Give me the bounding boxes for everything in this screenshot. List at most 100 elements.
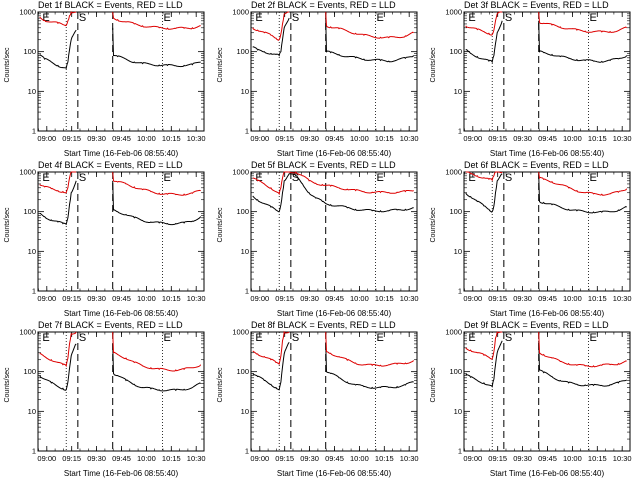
event-marker-label: E: [42, 332, 49, 344]
chart-svg: 1 10 100 1000 09:00 09:15 09:30 09:45 10:00 10:15…: [445, 8, 631, 144]
panel-title: Det 1f BLACK = Events, RED = LLD: [38, 0, 183, 10]
y-tick-label: 10: [454, 407, 462, 416]
event-marker-label: E: [255, 12, 262, 24]
x-tick-label: 09:15: [488, 454, 507, 463]
x-tick-label: 09:00: [463, 454, 482, 463]
y-tick-label: 10: [28, 247, 36, 256]
x-axis-label: Start Time (16-Feb-06 08:55:40): [276, 149, 392, 158]
panel-title: Det 6f BLACK = Events, RED = LLD: [464, 160, 609, 170]
x-tick-label: 09:45: [538, 454, 557, 463]
panel-title: Det 2f BLACK = Events, RED = LLD: [251, 0, 396, 10]
y-tick-label: 1000: [19, 328, 36, 337]
event-marker-label: S: [505, 172, 512, 184]
event-marker-label: S: [505, 12, 512, 24]
chart-svg: 1 10 100 1000 09:00 09:15 09:30 09:45 10:00 10:15…: [19, 8, 206, 144]
x-tick-label: 10:15: [588, 454, 607, 463]
x-tick-label: 09:30: [513, 134, 532, 143]
event-marker-label: E: [164, 12, 171, 24]
y-tick-label: 1: [32, 447, 36, 456]
panel-title: Det 9f BLACK = Events, RED = LLD: [464, 320, 609, 330]
y-tick-label: 1000: [445, 168, 462, 177]
y-tick-label: 1: [458, 287, 462, 296]
x-tick-label: 10:15: [162, 454, 181, 463]
y-tick-label: 10: [241, 407, 249, 416]
plot-frame: [250, 171, 418, 292]
x-tick-label: 10:00: [137, 294, 156, 303]
panel-title: Det 7f BLACK = Events, RED = LLD: [38, 320, 183, 330]
y-tick-label: 10: [241, 247, 249, 256]
events-series-line: [252, 342, 414, 391]
x-tick-label: 10:15: [588, 134, 607, 143]
plot-frame: [37, 331, 205, 452]
x-tick-label: 09:45: [112, 454, 131, 463]
x-tick-label: 09:00: [37, 294, 56, 303]
x-tick-label: 10:15: [375, 294, 394, 303]
y-tick-label: 1000: [232, 328, 249, 337]
plot-frame: [463, 11, 631, 132]
y-tick-label: 10: [454, 87, 462, 96]
x-tick-label: 09:15: [62, 294, 81, 303]
x-tick-label: 09:15: [62, 134, 81, 143]
event-marker-label: E: [468, 12, 475, 24]
y-tick-label: 1000: [445, 8, 462, 17]
chart-svg: 1 10 100 1000 09:00 09:15 09:30 09:45 10:00 10:15…: [445, 168, 631, 304]
event-marker-label: E: [42, 12, 49, 24]
x-axis-label: Start Time (16-Feb-06 08:55:40): [63, 149, 179, 158]
y-tick-label: 100: [23, 207, 36, 216]
event-marker-label: E: [377, 12, 384, 24]
x-tick-label: 10:15: [588, 294, 607, 303]
events-series-line: [252, 173, 414, 213]
plot-frame: [463, 331, 631, 452]
x-tick-label: 10:00: [350, 134, 369, 143]
y-tick-label: 1000: [19, 8, 36, 17]
event-marker-label: E: [377, 172, 384, 184]
y-tick-label: 1000: [19, 168, 36, 177]
x-tick-label: 09:15: [488, 134, 507, 143]
event-marker-label: E: [164, 172, 171, 184]
x-tick-label: 09:00: [37, 454, 56, 463]
x-tick-label: 10:30: [400, 294, 419, 303]
y-tick-label: 1: [32, 127, 36, 136]
lld-series-line: [252, 330, 414, 367]
x-axis-label: Start Time (16-Feb-06 08:55:40): [276, 309, 392, 318]
x-axis-label: Start Time (16-Feb-06 08:55:40): [489, 469, 605, 478]
lld-series-line: [252, 171, 414, 196]
y-tick-label: 10: [28, 87, 36, 96]
lld-series-line: [465, 11, 628, 36]
panel-title: Det 3f BLACK = Events, RED = LLD: [464, 0, 609, 10]
y-tick-label: 100: [23, 367, 36, 376]
x-tick-label: 10:30: [187, 134, 206, 143]
event-marker-label: E: [377, 332, 384, 344]
chart-svg: 1 10 100 1000 09:00 09:15 09:30 09:45 10:00 10:15…: [232, 328, 419, 464]
x-tick-label: 09:45: [112, 294, 131, 303]
event-marker-label: S: [292, 172, 299, 184]
x-tick-label: 10:00: [137, 134, 156, 143]
chart-svg: 1 10 100 1000 09:00 09:15 09:30 09:45 10:00 10:15…: [19, 168, 206, 304]
y-tick-label: 100: [449, 367, 462, 376]
lld-series-line: [465, 331, 627, 368]
y-tick-label: 100: [449, 207, 462, 216]
plot-frame: [250, 331, 418, 452]
detector-panel-5: Det 5f BLACK = Events, RED = LLD Counts/s…: [213, 160, 426, 320]
x-tick-label: 10:30: [187, 294, 206, 303]
event-marker-label: S: [79, 332, 86, 344]
y-tick-label: 1: [245, 287, 249, 296]
detector-panel-1: Det 1f BLACK = Events, RED = LLD Counts/s…: [0, 0, 213, 160]
x-tick-label: 09:00: [250, 134, 269, 143]
lld-series-line: [39, 331, 202, 372]
x-tick-label: 10:30: [400, 454, 419, 463]
x-tick-label: 09:30: [513, 454, 532, 463]
x-axis-label: Start Time (16-Feb-06 08:55:40): [489, 309, 605, 318]
detector-panel-2: Det 2f BLACK = Events, RED = LLD Counts/s…: [213, 0, 426, 160]
x-tick-label: 09:00: [37, 134, 56, 143]
x-axis-label: Start Time (16-Feb-06 08:55:40): [489, 149, 605, 158]
x-tick-label: 09:00: [250, 454, 269, 463]
x-tick-label: 10:15: [162, 294, 181, 303]
y-tick-label: 1: [32, 287, 36, 296]
detector-panel-6: Det 6f BLACK = Events, RED = LLD Counts/s…: [426, 160, 639, 320]
lld-series-line: [39, 11, 201, 30]
x-tick-label: 10:30: [187, 454, 206, 463]
panel-title: Det 8f BLACK = Events, RED = LLD: [251, 320, 396, 330]
x-tick-label: 10:15: [375, 454, 394, 463]
events-series-line: [252, 17, 415, 63]
